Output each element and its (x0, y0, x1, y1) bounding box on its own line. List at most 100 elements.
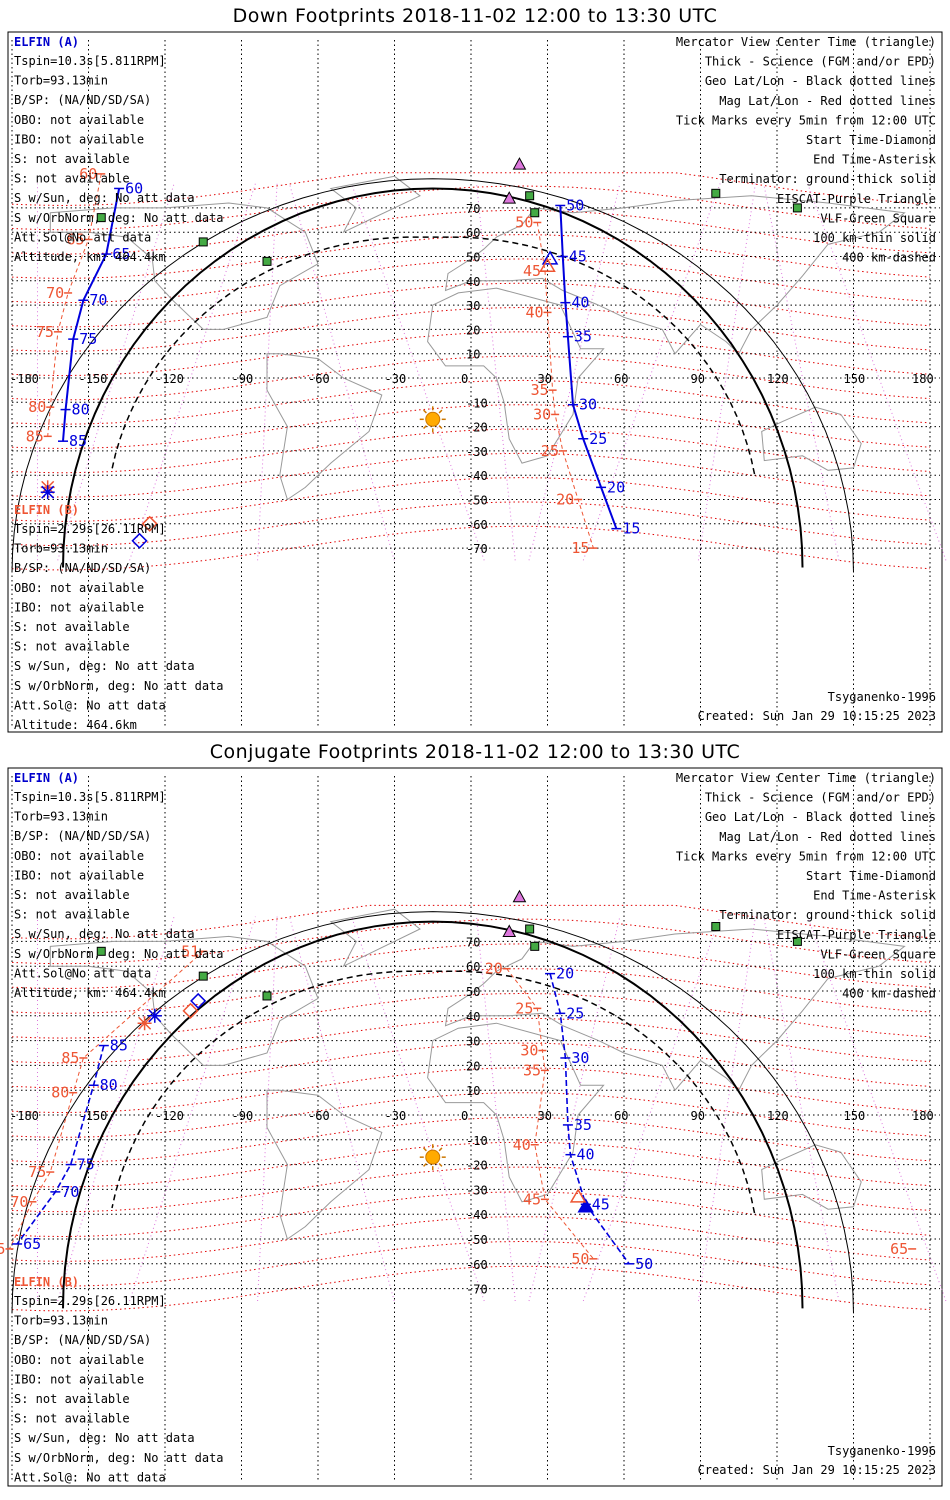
lon-label: 120 (767, 1109, 789, 1123)
lon-label: 180 (912, 372, 934, 386)
lat-label: -70 (466, 542, 488, 556)
mag-lat-line (11, 355, 931, 401)
elfin-a-info-line: S: not available (14, 172, 130, 186)
elfin-a-info-line: B/SP: (NA/ND/SD/SA) (14, 829, 151, 843)
legend-entry: 100 km-thin solid (813, 967, 936, 981)
lat-label: -20 (466, 421, 488, 435)
vlf-square-icon (525, 924, 535, 934)
tick-label-elfin-b: 20 (556, 491, 574, 509)
mag-lat-line (11, 234, 931, 279)
legend-entry: 400 km-dashed (842, 251, 936, 265)
sun-ray (423, 1147, 427, 1152)
elfin-a-info-line: Tspin=10.3s[5.811RPM] (14, 54, 166, 68)
legend-entry: 400 km-dashed (842, 987, 936, 1001)
lon-label: -150 (79, 1109, 108, 1123)
map-frame (7, 31, 943, 733)
elfin-b-info-line: Torb=93.13min (14, 542, 108, 556)
lat-label: 50 (466, 251, 480, 265)
continent-outline (444, 195, 906, 355)
start-diamond-icon (190, 992, 207, 1009)
mag-lat-line (11, 172, 931, 207)
lon-label: 0 (461, 372, 468, 386)
elfin-b-info-line: S: not available (14, 1392, 130, 1406)
elfin-b-info-line: OBO: not available (14, 581, 144, 595)
elfin-b-info-line: Tspin=2.29s[26.11RPM] (14, 1294, 166, 1308)
elfin-a-info-line: Torb=93.13min (14, 74, 108, 88)
sun-ray (423, 1162, 427, 1167)
tick-label-elfin-a: 20 (556, 965, 574, 983)
elfin-b-info-line: IBO: not available (14, 1372, 144, 1386)
vlf-square-icon (198, 237, 208, 247)
tick-label-elfin-b: 30 (520, 1042, 538, 1060)
legend-entry: Mercator View Center Time (triangle) (676, 771, 936, 785)
continent-outline (761, 1144, 862, 1210)
eiscat-triangle-icon (502, 924, 517, 937)
legend-entry: Mag Lat/Lon - Red dotted lines (719, 830, 936, 844)
tick-label-elfin-a: 35 (574, 328, 592, 346)
mag-lat-line (11, 1265, 931, 1312)
terminator-ground (62, 920, 804, 1309)
mag-lon-line (763, 183, 840, 561)
center-time-triangle-icon (539, 257, 556, 272)
tick-label-elfin-a: 65 (112, 245, 130, 263)
elfin-a-info-line: OBO: not available (14, 113, 144, 127)
tick-label-elfin-a: 75 (77, 1156, 95, 1174)
lat-label: -30 (466, 1183, 488, 1197)
lat-label: 60 (466, 960, 480, 974)
lat-label: -40 (466, 1208, 488, 1222)
legend-entry: End Time-Asterisk (813, 153, 937, 167)
orbit-track-elfin-a (62, 188, 121, 442)
tick-label-elfin-a: 25 (589, 430, 607, 448)
lat-label: 40 (466, 1010, 480, 1024)
elfin-a-info-line: S: not available (14, 908, 130, 922)
elfin-a-info-line: S w/OrbNorm, deg: No att data (14, 211, 224, 225)
continent-outline (427, 1022, 605, 1203)
mag-lat-line (11, 1067, 931, 1114)
mag-lon-line (697, 916, 756, 1302)
tick-label-elfin-a: 70 (89, 291, 107, 309)
mag-lat-line (11, 404, 931, 450)
tick-label-elfin-a: 60 (125, 179, 143, 197)
lat-label: -30 (466, 445, 488, 459)
vlf-square-icon (530, 941, 540, 951)
lat-label: -20 (466, 1159, 488, 1173)
tick-label-elfin-a: 45 (569, 248, 587, 266)
continent-outline (427, 287, 605, 464)
vlf-square-icon (96, 213, 106, 223)
legend-entry: End Time-Asterisk (813, 889, 937, 903)
elfin-a-info-line: S: not available (14, 152, 130, 166)
tick-label-elfin-b: 35 (523, 1061, 541, 1079)
elfin-a-info-line: IBO: not available (14, 868, 144, 882)
down-footprints-map: 6065707580855045403530252015606570758085… (7, 31, 947, 733)
start-diamond-icon (131, 532, 148, 549)
elfin-b-label: ELFIN (B) (14, 503, 79, 517)
mag-lat-line (11, 1116, 931, 1163)
orbit-track-elfin-b (536, 222, 594, 549)
lon-label: 60 (614, 372, 628, 386)
legend-entry: Terminator: ground-thick solid (719, 172, 936, 186)
eiscat-triangle-icon (512, 889, 527, 903)
orbit-track-elfin-a (559, 205, 618, 530)
lat-label: 40 (466, 275, 480, 289)
tick-label-elfin-a: 50 (635, 1255, 653, 1273)
start-diamond-icon (141, 515, 158, 532)
elfin-a-info-line: S w/Sun, deg: No att data (14, 927, 195, 941)
legend-entry: EISCAT-Purple Triangle (777, 928, 936, 942)
tick-label-elfin-a: 30 (571, 1049, 589, 1067)
legend-entry: Geo Lat/Lon - Black dotted lines (705, 810, 936, 824)
tick-label-elfin-b: 40 (513, 1136, 531, 1154)
lat-label: -10 (466, 396, 488, 410)
mag-lon-line (807, 916, 947, 1302)
elfin-b-info-line: B/SP: (NA/ND/SD/SA) (14, 561, 151, 575)
tick-label-elfin-a: 85 (69, 432, 87, 450)
elfin-b-info-line: Att.Sol@: No att data (14, 698, 166, 712)
tick-label-elfin-a: 65 (23, 1235, 41, 1253)
tick-label-elfin-b: 65 (890, 1240, 908, 1258)
mag-lon-line (582, 183, 721, 561)
lon-label: 90 (691, 372, 705, 386)
legend-entry: Geo Lat/Lon - Black dotted lines (705, 74, 936, 88)
map-frame (7, 767, 943, 1487)
sun-ray (438, 425, 443, 430)
continent-outline (329, 908, 421, 968)
tick-label-elfin-b: 65 (0, 1240, 6, 1258)
